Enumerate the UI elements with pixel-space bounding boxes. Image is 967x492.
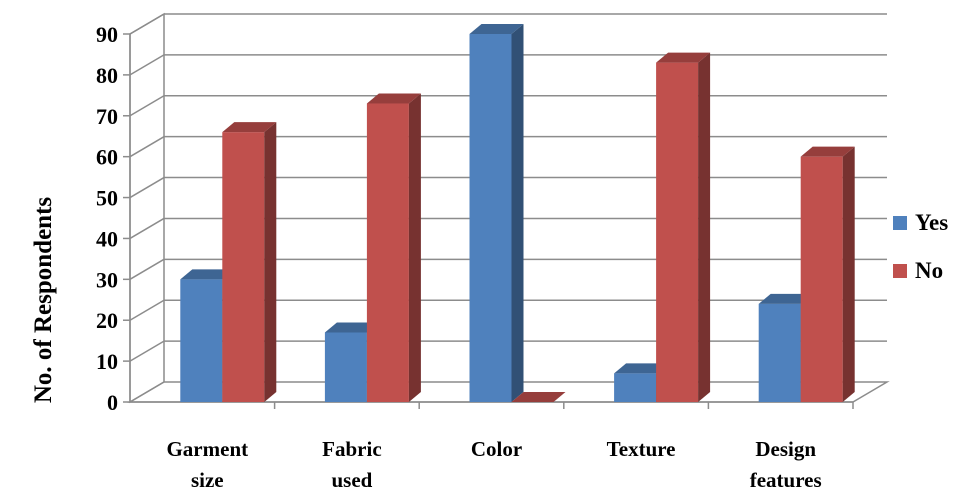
bar-side (842, 146, 855, 402)
category-label: Garment size (166, 437, 248, 492)
bar (366, 93, 421, 402)
bar-top (614, 363, 669, 374)
y-tick-labels: 0 10 20 30 40 50 60 70 80 90 (96, 22, 118, 415)
bar-top (366, 93, 421, 104)
y-tick-label: 90 (96, 22, 118, 47)
category-label: Color (471, 437, 522, 461)
bar-side (698, 52, 711, 402)
legend-label: No (915, 258, 943, 283)
bar-front (469, 34, 512, 402)
y-tick-label: 60 (96, 145, 118, 170)
category-label: Design features (750, 437, 822, 492)
bar (511, 392, 566, 402)
gridline-diagonal (129, 217, 165, 240)
bar (222, 122, 277, 402)
category-label: Texture (607, 437, 676, 461)
bar-front (324, 332, 367, 402)
gridline-diagonal (129, 299, 165, 321)
y-tick-label: 70 (96, 104, 118, 129)
gridline-diagonal (129, 258, 165, 280)
bar-front (656, 62, 699, 402)
bar-side (408, 93, 421, 402)
bar-front (614, 373, 657, 402)
bar-top (324, 322, 379, 333)
legend-label: Yes (915, 210, 948, 235)
bar-top (656, 52, 711, 63)
y-tick-label: 0 (107, 390, 118, 415)
bar-top (180, 269, 235, 280)
bar (800, 146, 855, 402)
bar-front (366, 103, 409, 402)
bar-side (511, 24, 524, 402)
bar-top (800, 146, 855, 157)
bar-top (222, 122, 277, 133)
gridline-diagonal (129, 136, 165, 158)
bar-side (264, 122, 277, 402)
category-labels: Garment size Fabric used Color Texture Design f… (166, 437, 821, 492)
gridline-diagonal (129, 176, 165, 199)
y-tick-label: 30 (96, 267, 118, 292)
bar-top (511, 392, 566, 402)
bar-front (800, 156, 843, 402)
bar-top (469, 24, 524, 34)
legend-swatch (893, 216, 907, 230)
category-label: Fabric used (322, 437, 381, 492)
gridline-diagonal (129, 340, 165, 362)
gridline-diagonal (129, 54, 165, 76)
y-tick-label: 20 (96, 308, 118, 333)
bar-front (222, 132, 265, 402)
gridline-diagonal (129, 13, 165, 35)
bar (469, 24, 524, 402)
y-tick-label: 40 (96, 226, 118, 251)
gridline-diagonal (129, 95, 165, 117)
bars (180, 24, 855, 402)
bar-front (180, 279, 223, 402)
gridlines (129, 13, 887, 362)
bar (656, 52, 711, 402)
y-tick-label: 50 (96, 186, 118, 211)
legend: Yes No (893, 210, 948, 283)
bar-front (758, 303, 801, 402)
bar-top (758, 293, 813, 304)
y-tick-label: 80 (96, 63, 118, 88)
y-axis-label: No. of Respondents (30, 197, 57, 404)
y-tick-label: 10 (96, 349, 118, 374)
legend-swatch (893, 264, 907, 278)
